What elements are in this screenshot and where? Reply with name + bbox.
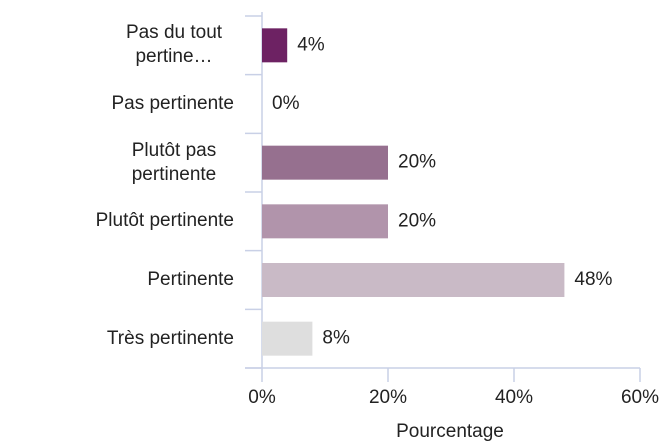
- value-label: 8%: [322, 328, 350, 349]
- category-label-box: Plutôt pertinente: [0, 192, 234, 251]
- category-label-box: Pas du tout pertine…: [0, 16, 234, 75]
- x-tick-label: 20%: [369, 387, 407, 408]
- bar: [262, 204, 388, 239]
- bar: [262, 145, 388, 180]
- category-label-box: Plutôt pas pertinente: [0, 133, 234, 192]
- x-tick-label: 0%: [248, 387, 276, 408]
- y-tick-label: Plutôt pertinente: [95, 210, 234, 232]
- bar: [262, 263, 565, 297]
- bar: [262, 321, 313, 356]
- y-tick-label: Pas pertinente: [111, 92, 234, 114]
- x-tick-label: 40%: [495, 387, 533, 408]
- value-label: 4%: [297, 34, 325, 55]
- y-tick-label: Plutôt pas pertinente: [131, 139, 217, 185]
- x-tick-label: 60%: [621, 387, 659, 408]
- y-tick-label: Très pertinente: [106, 327, 234, 349]
- bar: [262, 28, 288, 63]
- x-axis-label: Pourcentage: [396, 421, 504, 441]
- value-label: 0%: [272, 93, 300, 114]
- category-label-box: Pertinente: [0, 251, 234, 310]
- category-label-box: Pas pertinente: [0, 75, 234, 134]
- y-tick-label: Pas du tout pertine…: [125, 22, 223, 68]
- value-label: 20%: [398, 152, 436, 173]
- category-label-box: Très pertinente: [0, 309, 234, 368]
- value-label: 20%: [398, 210, 436, 231]
- value-label: 48%: [574, 269, 612, 290]
- y-tick-label: Pertinente: [147, 268, 234, 290]
